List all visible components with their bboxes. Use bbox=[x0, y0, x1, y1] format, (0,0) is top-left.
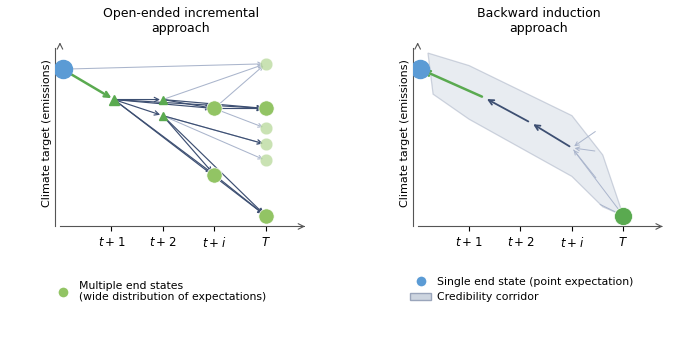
Y-axis label: Climate target (emissions): Climate target (emissions) bbox=[400, 59, 410, 208]
Legend: Single end state (point expectation), Credibility corridor: Single end state (point expectation), Cr… bbox=[406, 272, 638, 307]
Y-axis label: Climate target (emissions): Climate target (emissions) bbox=[42, 59, 52, 208]
Legend: Multiple end states
(wide distribution of expectations): Multiple end states (wide distribution o… bbox=[48, 276, 271, 307]
Title: Backward induction
approach: Backward induction approach bbox=[477, 7, 600, 35]
Title: Open-ended incremental
approach: Open-ended incremental approach bbox=[103, 7, 259, 35]
Polygon shape bbox=[428, 53, 623, 216]
